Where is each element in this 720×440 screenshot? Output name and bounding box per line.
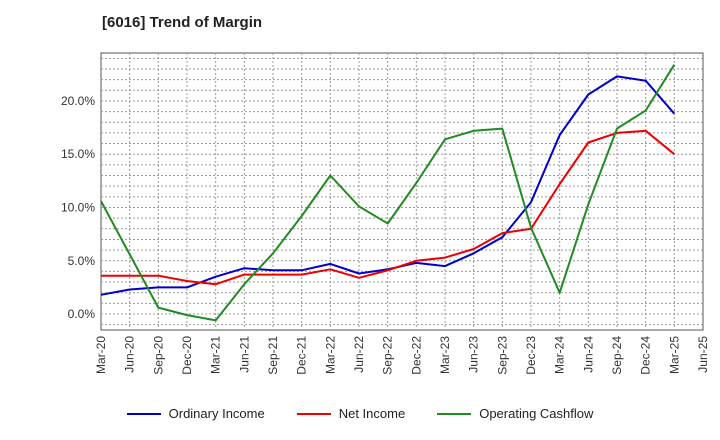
operating-cashflow-line: [100, 64, 676, 322]
x-tick-label: Sep-20: [151, 336, 165, 375]
x-tick-label: Mar-20: [94, 336, 108, 374]
x-tick-label: Dec-20: [180, 336, 194, 375]
y-tick-label: 5.0%: [68, 254, 96, 268]
chart-legend: Ordinary Income Net Income Operating Cashf…: [0, 406, 720, 421]
legend-swatch: [437, 412, 472, 415]
x-tick-label: Mar-23: [438, 336, 452, 374]
plot-area: [100, 52, 704, 331]
legend-item-net-income: Net Income: [296, 406, 406, 421]
net-income-line: [101, 129, 675, 286]
legend-label: Operating Cashflow: [479, 406, 594, 421]
legend-label: Net Income: [338, 406, 406, 421]
legend-swatch: [126, 412, 161, 415]
y-tick-label: 10.0%: [61, 200, 95, 214]
x-tick-label: Dec-24: [639, 336, 653, 375]
legend-item-ordinary-income: Ordinary Income: [126, 406, 265, 421]
x-tick-label: Dec-22: [409, 336, 423, 375]
y-tick-label: 20.0%: [61, 94, 95, 108]
x-tick-label: Jun-22: [352, 336, 366, 373]
x-tick-label: Sep-23: [495, 336, 509, 375]
x-tick-label: Mar-21: [209, 336, 223, 374]
legend-swatch: [296, 412, 331, 415]
x-tick-label: Jun-25: [696, 336, 710, 373]
x-tick-label: Jun-23: [467, 336, 481, 373]
x-tick-label: Mar-25: [667, 336, 681, 374]
x-tick-label: Mar-22: [323, 336, 337, 374]
legend-item-operating-cashflow: Operating Cashflow: [437, 406, 593, 421]
x-tick-label: Dec-23: [524, 336, 538, 375]
y-tick-label: 0.0%: [68, 307, 96, 321]
x-tick-label: Sep-22: [381, 336, 395, 375]
x-tick-label: Jun-21: [237, 336, 251, 373]
x-tick-label: Sep-21: [266, 336, 280, 375]
chart-title: [6016] Trend of Margin: [102, 14, 263, 31]
legend-label: Ordinary Income: [168, 406, 265, 421]
y-tick-label: 15.0%: [61, 147, 95, 161]
x-tick-label: Sep-24: [610, 336, 624, 375]
x-tick-label: Jun-24: [581, 336, 595, 373]
x-tick-label: Dec-21: [295, 336, 309, 375]
x-tick-label: Jun-20: [123, 336, 137, 373]
x-tick-label: Mar-24: [553, 336, 567, 374]
